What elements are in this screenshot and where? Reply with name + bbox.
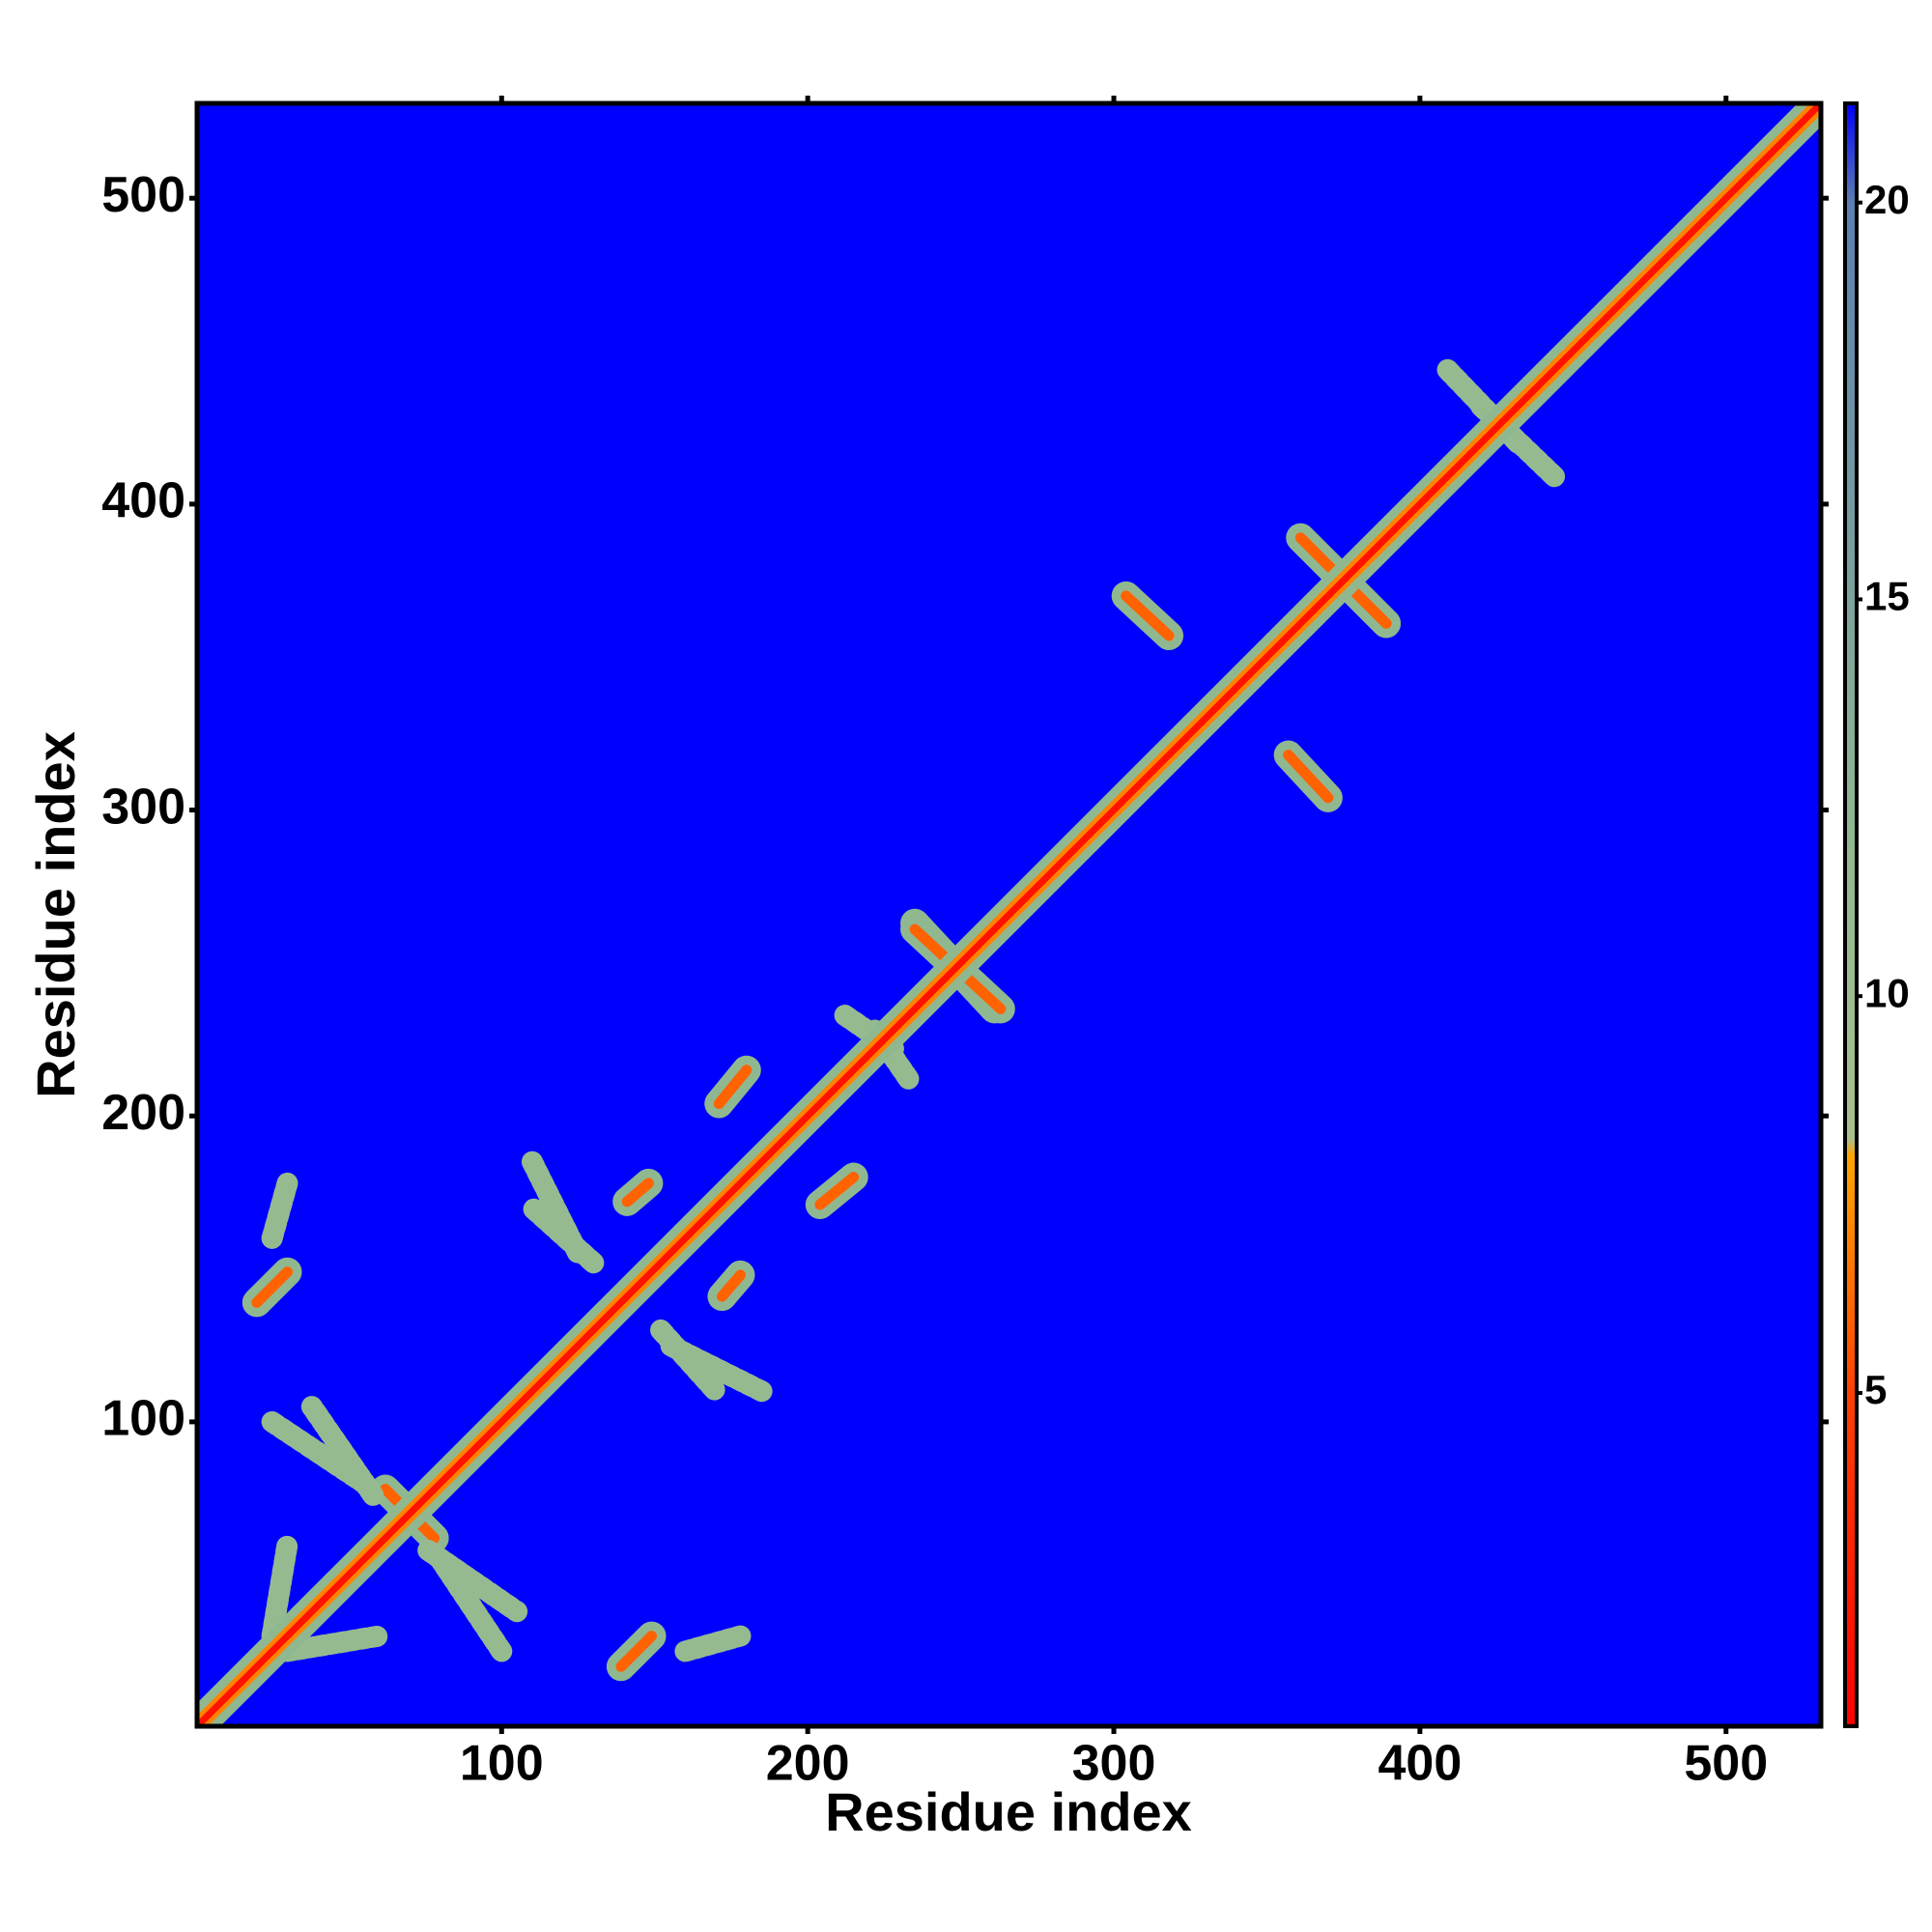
contact [650,1319,727,1403]
contacts [197,103,1821,1726]
contact [674,1625,752,1662]
colorbar-tick-label: 10 [1864,970,1910,1015]
diagonal-core [197,103,1821,1726]
colorbar-tick-label: 15 [1864,574,1910,619]
y-tick-label: 300 [101,779,185,835]
contact [615,1631,658,1672]
x-axis-label: Residue index [825,1781,1192,1842]
x-tick-label: 200 [766,1736,850,1792]
contact [276,1625,390,1662]
contact [716,1269,746,1302]
contact [621,1178,654,1208]
contact [814,1172,860,1210]
y-tick-label: 400 [101,473,185,529]
contact [1121,590,1175,641]
colorbar-tick-label: 5 [1864,1367,1887,1412]
x-tick-label: 300 [1072,1736,1156,1792]
x-tick-label: 100 [460,1736,544,1792]
contact [261,1533,298,1647]
colorbar [1843,101,1859,1728]
contact [521,1197,605,1274]
contact [417,1539,528,1623]
contact [1283,750,1334,804]
contact [251,1266,293,1308]
x-tick-label: 400 [1378,1736,1463,1792]
colorbar-tick-label: 20 [1864,177,1910,222]
contact [261,1172,298,1249]
y-tick-label: 500 [101,167,185,223]
contact [300,1396,384,1506]
contact [713,1065,753,1110]
y-axis-label: Residue index [25,731,86,1098]
x-tick-label: 500 [1684,1736,1768,1792]
y-tick-label: 100 [101,1391,185,1447]
y-tick-label: 200 [101,1085,185,1141]
plot-frame [194,100,1824,1729]
